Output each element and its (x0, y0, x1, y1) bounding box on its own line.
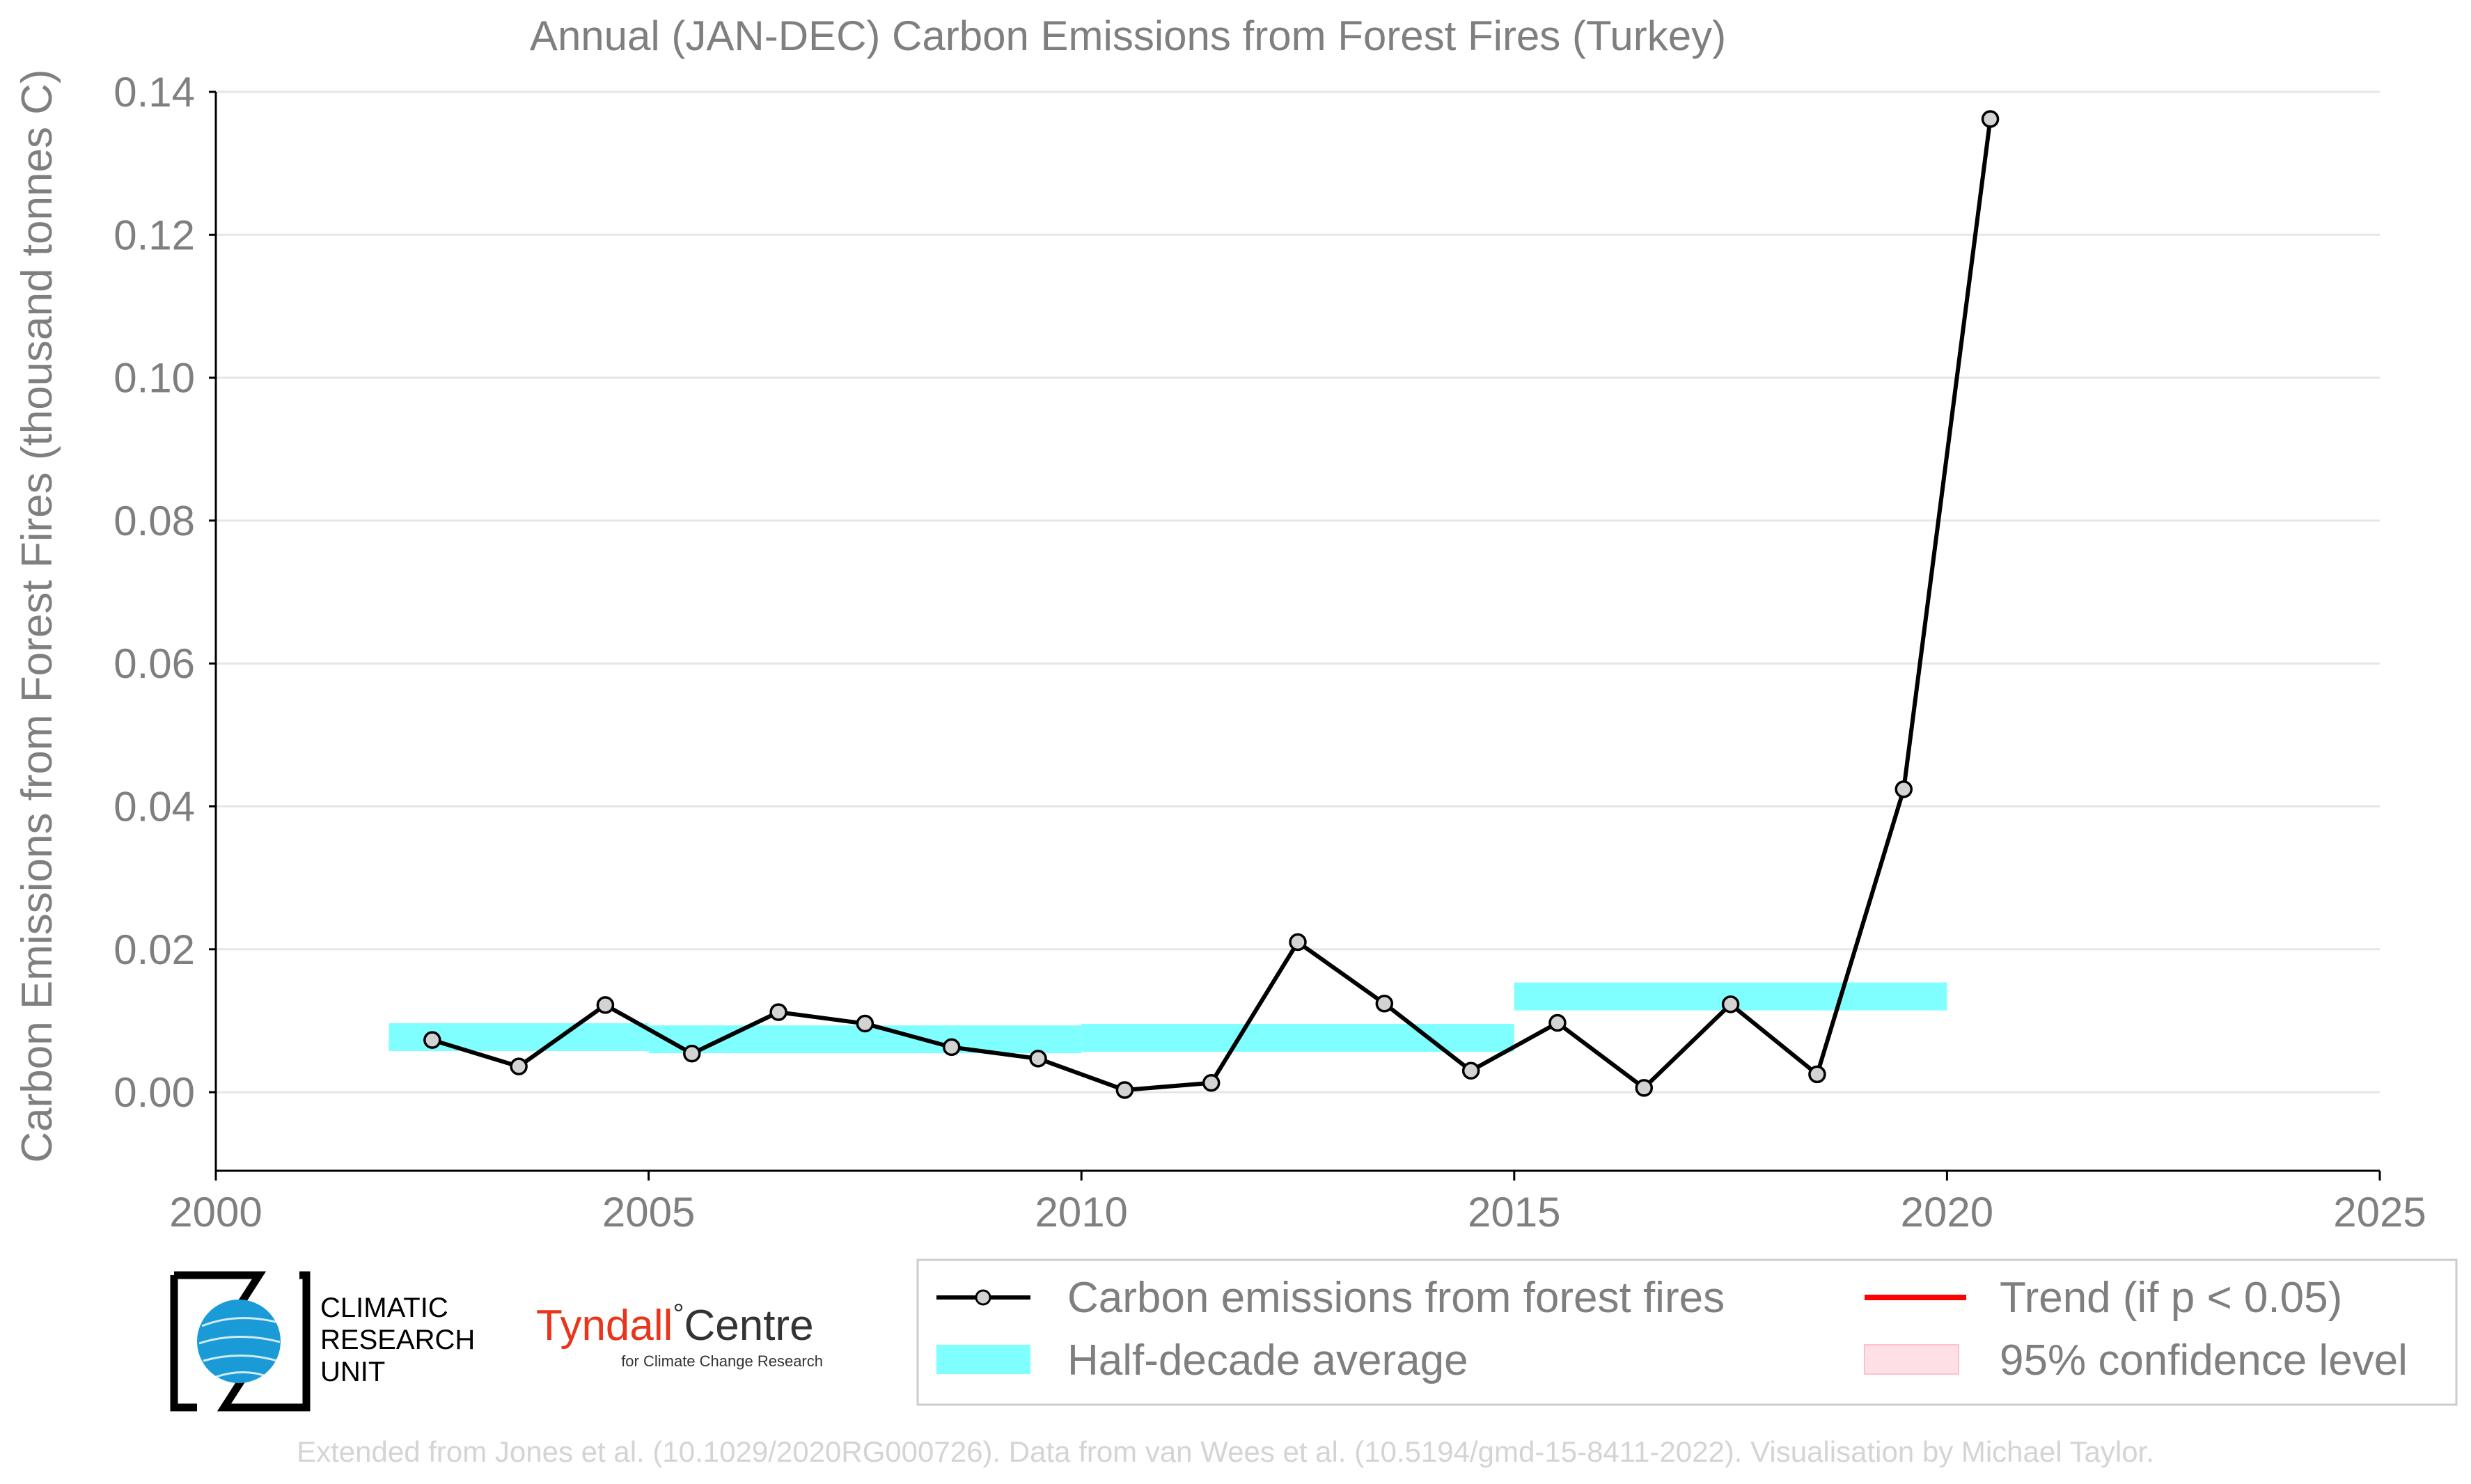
tyndall-subtitle: for Climate Change Research (621, 1352, 823, 1370)
y-tick-labels: 0.00 0.02 0.04 0.06 0.08 0.10 0.12 0.14 (113, 69, 216, 1116)
x-tick-label: 2015 (1468, 1189, 1560, 1236)
cru-line-1: CLIMATIC (320, 1293, 448, 1323)
y-tick-label: 0.12 (113, 212, 195, 258)
grid-layer (216, 90, 2380, 1094)
data-point (942, 1038, 961, 1057)
legend-label-average: Half-decade average (1067, 1336, 1468, 1384)
cru-logo: CLIMATIC RESEARCH UNIT (170, 1271, 475, 1412)
tyndall-logo-text: Tyndall°Centre (536, 1299, 814, 1350)
y-axis-label: Carbon Emissions from Forest Fires (thou… (13, 69, 61, 1162)
data-point (1548, 1013, 1567, 1032)
y-tick-label: 0.02 (113, 926, 195, 973)
tyndall-centre: Centre (684, 1302, 813, 1350)
data-point (1895, 780, 1913, 798)
y-tick-label: 0.04 (113, 783, 195, 830)
half-decade-average-bar (1081, 1024, 1514, 1052)
data-point (1981, 110, 2000, 128)
legend-label-ci: 95% confidence level (2000, 1336, 2408, 1384)
credit-text: Extended from Jones et al. (10.1029/2020… (297, 1435, 2154, 1468)
data-point (596, 996, 615, 1014)
cru-line-2: RESEARCH (320, 1325, 475, 1355)
legend-label-emissions: Carbon emissions from forest fires (1067, 1274, 1725, 1322)
emissions-line (431, 118, 1993, 1093)
y-tick-label: 0.08 (113, 498, 195, 544)
legend-average-swatch (936, 1345, 1030, 1374)
data-point (1289, 933, 1307, 952)
legend-label-trend: Trend (if p < 0.05) (2000, 1274, 2342, 1322)
data-point (510, 1057, 528, 1075)
emissions-series (431, 118, 1993, 1093)
chart-title: Annual (JAN-DEC) Carbon Emissions from F… (530, 13, 1726, 59)
data-point (423, 1031, 441, 1049)
data-point (1115, 1081, 1134, 1099)
data-point (1461, 1061, 1480, 1080)
legend-box (916, 1258, 2458, 1406)
tyndall-name: Tyndall (536, 1302, 673, 1350)
data-point (1202, 1073, 1221, 1092)
y-tick-label: 0.00 (113, 1069, 195, 1116)
legend-marker-swatch (975, 1289, 991, 1306)
data-point (1375, 995, 1394, 1013)
data-point (1808, 1065, 1826, 1084)
cru-line-3: UNIT (320, 1357, 385, 1387)
x-tick-labels: 2000 2005 2010 2015 2020 2025 (169, 1171, 2426, 1236)
legend-ci-swatch (1864, 1344, 1959, 1375)
tyndall-logo: Tyndall°Centre for Climate Change Resear… (536, 1299, 823, 1370)
legend-trend-swatch (1865, 1295, 1966, 1300)
data-point (1029, 1050, 1047, 1068)
data-point (1635, 1079, 1654, 1097)
y-tick-label: 0.14 (113, 69, 195, 116)
globe-lines-icon (198, 1317, 281, 1378)
y-tick-label: 0.10 (113, 355, 195, 402)
x-tick-label: 2020 (1901, 1189, 1993, 1236)
y-tick-label: 0.06 (113, 640, 195, 687)
data-point (683, 1044, 701, 1063)
x-tick-label: 2005 (602, 1189, 695, 1236)
x-tick-label: 2025 (2333, 1189, 2426, 1236)
data-point (1721, 995, 1740, 1013)
data-point (856, 1014, 874, 1033)
x-tick-label: 2010 (1035, 1189, 1127, 1236)
half-decade-average-series (389, 982, 1947, 1054)
legend: Carbon emissions from forest fires Trend… (916, 1258, 2458, 1406)
tyndall-degree: ° (673, 1299, 684, 1329)
data-point (769, 1003, 787, 1021)
emissions-points (423, 110, 2000, 1099)
x-tick-label: 2000 (169, 1189, 262, 1236)
